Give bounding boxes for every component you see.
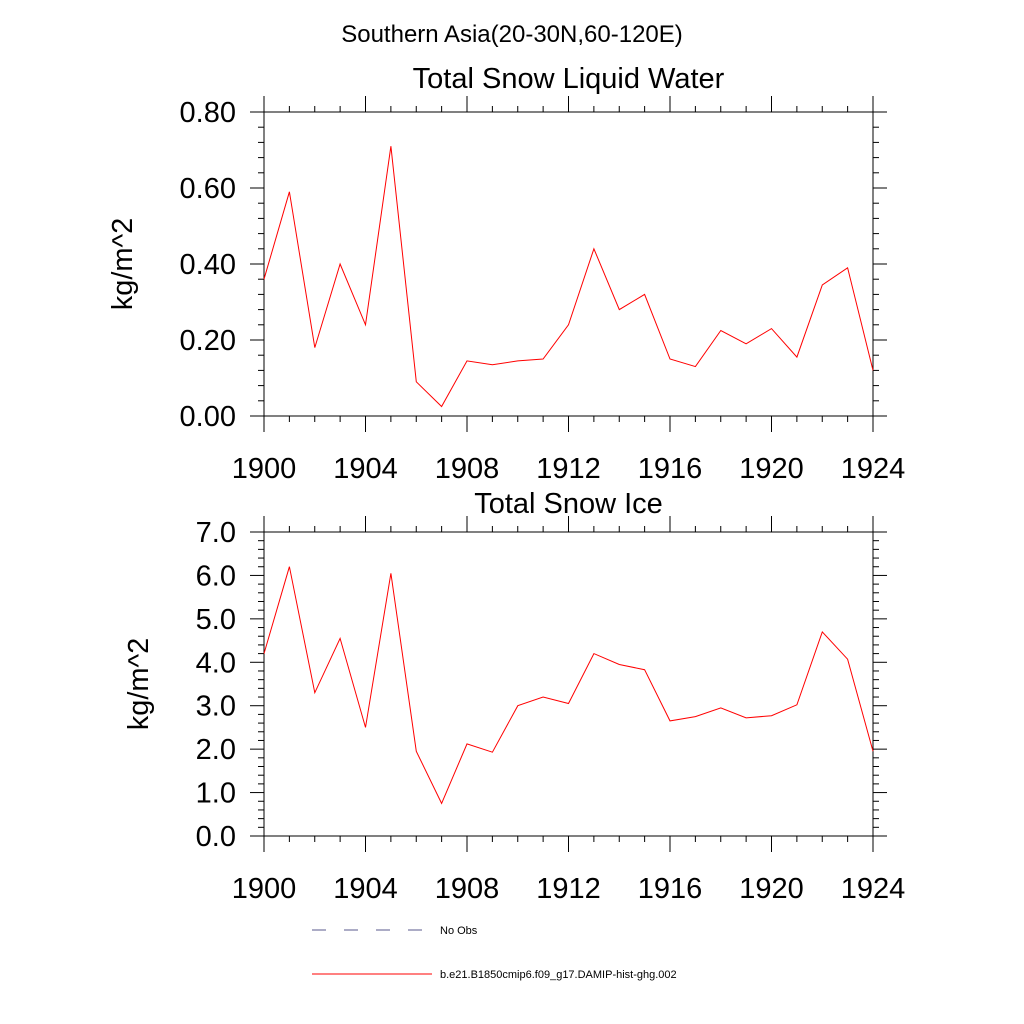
chart-1-x-tick-label: 1908: [435, 873, 500, 905]
legend-label-no-obs: No Obs: [440, 925, 478, 937]
panel-snow-liquid-water: Total Snow Liquid Water kg/m^2 1900 1904 190…: [107, 63, 905, 485]
chart-0-y-tick-label: 0.00: [180, 401, 236, 433]
chart-1-x-tick-label: 1920: [739, 873, 804, 905]
chart-0-y-tick-label: 0.80: [180, 97, 236, 129]
chart-0-x-tick-label: 1912: [536, 453, 601, 485]
panel-snow-ice: Total Snow Ice kg/m^2 1900 1904 1908 1912 1916…: [123, 488, 905, 905]
chart-1-y-tick-label: 5.0: [196, 604, 236, 636]
legend: No Obs b.e21.B1850cmip6.f09_g17.DAMIP-hi…: [312, 925, 677, 981]
chart-1-y-tick-label: 0.0: [196, 821, 236, 853]
chart-1-y-tick-label: 1.0: [196, 778, 236, 810]
chart-1-y-tick-label: 4.0: [196, 647, 236, 679]
chart-1-x-tick-label: 1904: [333, 873, 398, 905]
chart-0-series-line-0: [263, 146, 874, 408]
chart-1-y-tick-label: 2.0: [196, 734, 236, 766]
chart-1-ylabel: kg/m^2: [123, 638, 155, 731]
chart-0-x-tick-label: 1916: [638, 453, 703, 485]
chart-1-x-tick-label: 1924: [841, 873, 906, 905]
chart-1-series-line-0: [263, 566, 874, 805]
chart-0-ylabel: kg/m^2: [107, 218, 139, 311]
chart-1-y-tick-label: 6.0: [196, 560, 236, 592]
chart-0-title: Total Snow Liquid Water: [413, 63, 725, 95]
chart-0-y-tick-label: 0.40: [180, 249, 236, 281]
chart-0-x-tick-label: 1904: [333, 453, 398, 485]
figure-suptitle: Southern Asia(20-30N,60-120E): [341, 21, 683, 48]
chart-0-x-tick-label: 1908: [435, 453, 500, 485]
chart-0-x-tick-label: 1924: [841, 453, 906, 485]
chart-1-x-tick-label: 1900: [232, 873, 297, 905]
chart-0-y-tick-label: 0.60: [180, 173, 236, 205]
chart-0-frame: [263, 111, 874, 417]
chart-0-y-tick-label: 0.20: [180, 325, 236, 357]
chart-1-x-tick-label: 1912: [536, 873, 601, 905]
chart-1-frame: [263, 531, 874, 837]
chart-1-y-tick-label: 3.0: [196, 691, 236, 723]
chart-1-x-tick-label: 1916: [638, 873, 703, 905]
chart-0-x-tick-label: 1900: [232, 453, 297, 485]
legend-label-model-run: b.e21.B1850cmip6.f09_g17.DAMIP-hist-ghg.…: [440, 969, 677, 981]
chart-1-title: Total Snow Ice: [474, 488, 663, 520]
chart-1-y-tick-label: 7.0: [196, 517, 236, 549]
chart-0-x-tick-label: 1920: [739, 453, 804, 485]
